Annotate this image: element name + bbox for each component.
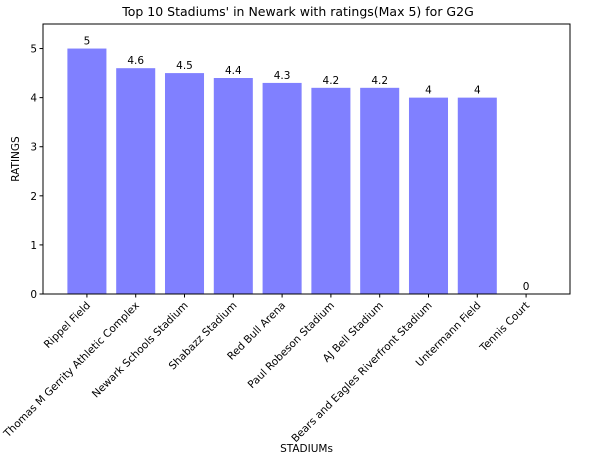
x-tick-label-2: Newark Schools Stadium [90, 300, 191, 401]
bars-group [67, 48, 497, 295]
bar-4 [262, 82, 302, 294]
x-axis-label: STADIUMs [280, 443, 333, 455]
data-labels-group: 5 4.6 4.5 4.4 4.3 4.2 4.2 4 4 0 [84, 36, 530, 293]
bar-7 [408, 97, 449, 295]
data-label-3: 4.4 [225, 65, 242, 77]
bar-3 [213, 78, 253, 294]
data-label-2: 4.5 [176, 60, 193, 72]
data-label-8: 4 [474, 85, 481, 97]
bar-0 [67, 48, 107, 294]
data-label-1: 4.6 [127, 55, 144, 67]
y-axis: 0 1 2 3 4 5 [30, 44, 43, 301]
data-label-0: 5 [84, 36, 91, 48]
y-tick-label-5: 5 [30, 44, 37, 56]
y-tick-label-0: 0 [30, 289, 37, 301]
data-label-9: 0 [523, 281, 530, 293]
x-tick-label-0: Rippel Field [42, 300, 93, 351]
bar-2 [164, 73, 205, 294]
y-tick-label-4: 4 [30, 93, 37, 105]
data-label-7: 4 [425, 85, 432, 97]
data-label-6: 4.2 [371, 75, 388, 87]
bar-6 [360, 87, 400, 295]
x-tick-label-5: Paul Robeson Stadium [246, 300, 337, 391]
bar-1 [116, 68, 156, 294]
y-tick-label-2: 2 [30, 191, 37, 203]
bar-5 [311, 87, 351, 295]
y-tick-label-3: 3 [30, 142, 37, 154]
y-axis-label: RATINGS [10, 136, 22, 182]
plot-frame [42, 23, 571, 295]
chart-title: Top 10 Stadiums' in Newark with ratings(… [121, 4, 474, 19]
y-tick-label-1: 1 [30, 240, 37, 252]
data-label-5: 4.2 [323, 75, 340, 87]
x-tick-label-9: Tennis Court [477, 300, 532, 355]
data-label-4: 4.3 [274, 70, 291, 82]
bar-8 [457, 97, 497, 295]
